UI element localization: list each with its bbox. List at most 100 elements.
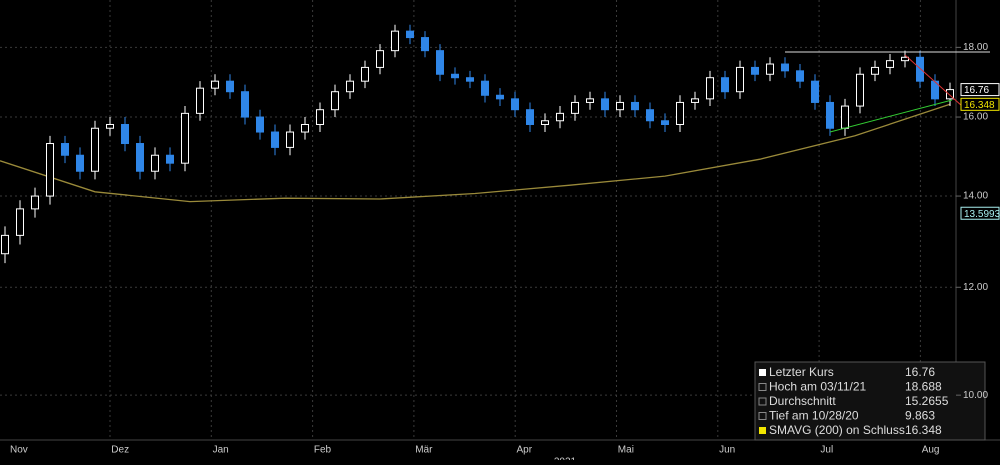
candle-body <box>541 120 549 125</box>
legend-value: 9.863 <box>905 409 935 423</box>
year-label: 2021 <box>554 457 577 460</box>
candle-body <box>871 66 879 75</box>
candle-body <box>286 131 294 148</box>
x-tick-label: Apr <box>517 445 533 456</box>
candle-body <box>166 154 174 164</box>
legend-value: 16.348 <box>905 423 942 437</box>
candle-body <box>271 131 279 148</box>
candle-body <box>646 109 654 122</box>
legend-box <box>754 361 986 441</box>
candle-body <box>76 154 84 172</box>
candle-body <box>301 123 309 133</box>
candle-body <box>616 101 624 111</box>
candle-body <box>751 66 759 75</box>
candle-body <box>661 120 669 125</box>
candle-body <box>31 195 39 210</box>
candle-body <box>331 91 339 111</box>
candle-body <box>496 94 504 100</box>
candle-body <box>181 112 189 164</box>
price-tag-label: 13.5993 <box>964 209 1000 220</box>
x-tick-label: Jul <box>820 445 833 456</box>
candle-body <box>856 73 864 107</box>
candle-body <box>601 98 609 111</box>
legend-marker <box>758 383 767 391</box>
legend-label: Letzter Kurs <box>769 365 834 379</box>
x-tick-label: Mär <box>415 445 433 456</box>
candle-body <box>526 109 534 125</box>
x-tick-label: Jan <box>213 445 229 456</box>
candle-body <box>631 101 639 111</box>
legend-marker <box>759 369 766 376</box>
legend-value: 16.76 <box>905 365 935 379</box>
candle-body <box>241 91 249 118</box>
y-tick-label: 10.00 <box>963 390 988 401</box>
legend-label: Tief am 10/28/20 <box>769 409 859 423</box>
x-tick-label: Dez <box>111 445 129 456</box>
candle-body <box>391 30 399 52</box>
candle-body <box>691 98 699 103</box>
price-tag <box>960 206 1000 220</box>
candle-body <box>826 101 834 129</box>
candle-body <box>736 66 744 93</box>
candle-body <box>586 98 594 103</box>
candle-body <box>106 123 114 129</box>
x-tick-label: Mai <box>618 445 634 456</box>
candle-body <box>91 127 99 172</box>
x-tick-label: Jun <box>719 445 735 456</box>
sma-line <box>0 103 951 203</box>
candle-body <box>316 109 324 125</box>
candle-body <box>916 56 924 82</box>
legend-value: 15.2655 <box>905 394 949 408</box>
candle-body <box>61 143 69 156</box>
candle-body <box>466 77 474 82</box>
candle-body <box>766 63 774 75</box>
y-tick-label: 12.00 <box>963 282 988 293</box>
candle-body <box>571 101 579 114</box>
legend-marker <box>759 427 766 434</box>
candle-body <box>721 77 729 93</box>
down-trendline <box>904 54 963 107</box>
candle-body <box>901 56 909 62</box>
candle-body <box>256 116 264 133</box>
candle-body <box>376 50 384 68</box>
candle-body <box>421 37 429 52</box>
price-tag-label: 16.348 <box>964 100 995 111</box>
support-trendline <box>829 99 953 133</box>
candle-body <box>121 123 129 145</box>
legend-label: SMAVG (200) on Schluss <box>769 423 905 437</box>
x-tick-label: Feb <box>314 445 332 456</box>
y-tick-label: 18.00 <box>963 42 988 53</box>
candle-body <box>781 63 789 72</box>
candle-body <box>841 105 849 129</box>
price-tag-label: 16.76 <box>964 85 989 96</box>
legend-label: Hoch am 03/11/21 <box>769 380 866 394</box>
price-tag <box>960 83 1000 97</box>
legend-label: Durchschnitt <box>769 394 836 408</box>
candle-body <box>16 208 24 236</box>
candle-body <box>346 80 354 93</box>
candle-body <box>511 98 519 111</box>
candle-body <box>1 234 9 255</box>
y-tick-label: 14.00 <box>963 191 988 202</box>
candle-body <box>556 112 564 122</box>
candle-body <box>796 70 804 82</box>
candle-body <box>151 154 159 172</box>
y-tick-label: 16.00 <box>963 112 988 123</box>
candle-body <box>196 87 204 114</box>
candle-body <box>46 143 54 197</box>
candle-body <box>226 80 234 93</box>
candle-body <box>676 101 684 125</box>
legend-value: 18.688 <box>905 380 942 394</box>
legend-marker <box>758 412 767 420</box>
candle-body <box>436 50 444 75</box>
legend-marker <box>758 397 767 406</box>
candle-body <box>811 80 819 103</box>
candle-body <box>406 30 414 39</box>
candle-body <box>481 80 489 96</box>
candle-body <box>211 80 219 89</box>
x-tick-label: Nov <box>10 445 28 456</box>
candle-body <box>451 73 459 79</box>
candle-body <box>706 77 714 100</box>
candle-body <box>886 60 894 68</box>
